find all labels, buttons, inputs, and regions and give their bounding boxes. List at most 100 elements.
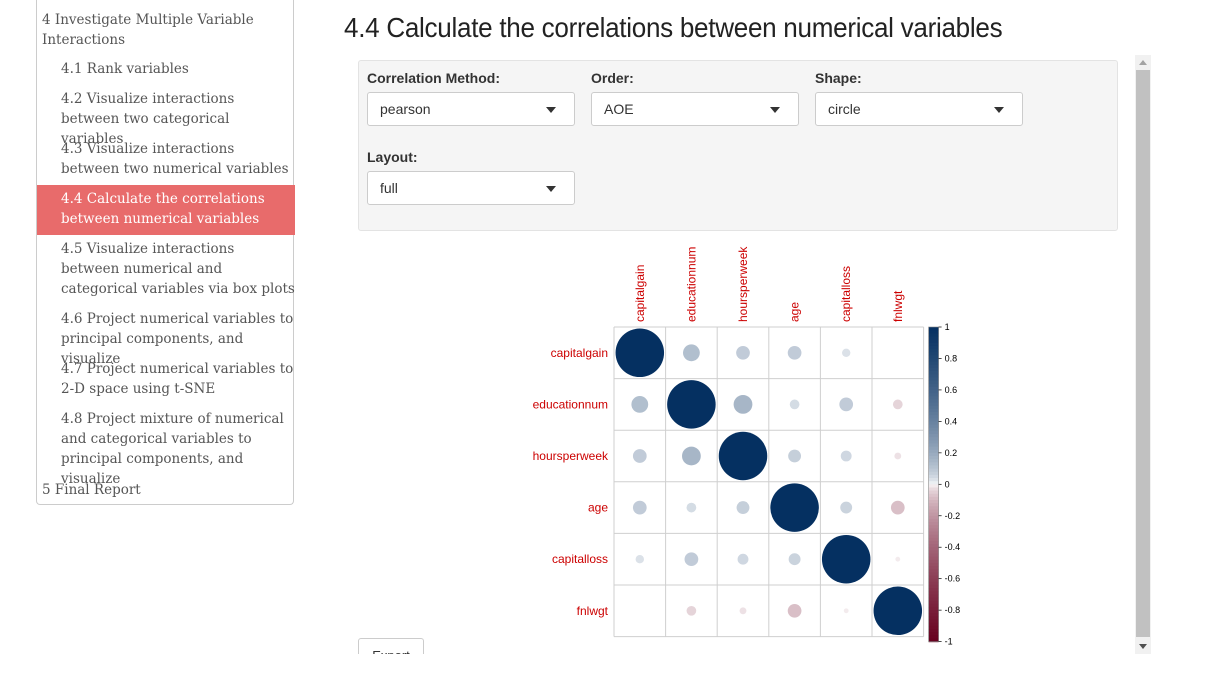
colorbar-segment: [928, 575, 939, 580]
shape-select[interactable]: circle: [815, 92, 1023, 126]
colorbar-segment: [928, 487, 939, 492]
colorbar-segment: [928, 588, 939, 592]
order-label: Order:: [591, 70, 634, 86]
colorbar-segment: [928, 465, 939, 470]
corr-circle-age-educationnum: [686, 502, 697, 513]
colorbar-segment: [928, 638, 939, 643]
colorbar-segment: [928, 327, 939, 331]
column-label-capitalgain: capitalgain: [633, 265, 647, 322]
toc-item-4-8[interactable]: 4.8 Project mixture of numerical and cat…: [61, 411, 284, 487]
row-label-capitalgain: capitalgain: [551, 346, 608, 360]
corr-circle-educationnum-capitalloss: [839, 397, 854, 412]
colorbar-segment: [928, 591, 939, 596]
colorbar-segment: [928, 333, 939, 338]
colorbar-segment: [928, 358, 939, 363]
colorbar-segment: [928, 402, 939, 407]
colorbar-segment: [928, 515, 939, 520]
method-value: pearson: [380, 101, 431, 117]
colorbar-segment: [928, 374, 939, 378]
colorbar-segment: [928, 606, 939, 611]
colorbar-segment: [928, 440, 939, 445]
colorbar-segment: [928, 389, 939, 394]
corr-circle-capitalgain-age: [787, 345, 802, 360]
corr-circle-age-age: [770, 483, 819, 532]
corr-circle-capitalloss-capitalgain: [635, 554, 645, 564]
colorbar-segment: [928, 500, 939, 504]
colorbar-segment: [928, 421, 939, 426]
colorbar-segment: [928, 424, 939, 429]
colorbar-segment: [928, 427, 939, 432]
row-label-fnlwgt: fnlwgt: [577, 604, 609, 618]
shape-label: Shape:: [815, 70, 862, 86]
corr-circle-hoursperweek-age: [788, 449, 802, 463]
toc-item-4-3[interactable]: 4.3 Visualize interactions between two n…: [61, 141, 289, 177]
corr-circle-capitalloss-age: [788, 553, 801, 566]
scrollbar-thumb[interactable]: [1136, 70, 1150, 637]
colorbar-segment: [928, 493, 939, 498]
corr-circle-age-capitalgain: [632, 500, 647, 515]
corr-circle-capitalloss-fnlwgt: [895, 556, 901, 562]
colorbar-segment: [928, 525, 939, 529]
colorbar-tick-label: 0: [945, 479, 950, 489]
page-title: 4.4 Calculate the correlations between n…: [344, 12, 1003, 43]
corr-circle-capitalloss-educationnum: [684, 552, 699, 567]
colorbar-segment: [928, 339, 939, 344]
toc-item-4-5[interactable]: 4.5 Visualize interactions between numer…: [61, 241, 295, 297]
colorbar-segment: [928, 544, 939, 548]
colorbar-segment: [928, 553, 939, 558]
toc-item-4-6[interactable]: 4.6 Project numerical variables to princ…: [61, 311, 294, 367]
colorbar-segment: [928, 452, 939, 457]
colorbar-segment: [928, 635, 939, 640]
toc-item-4-7[interactable]: 4.7 Project numerical variables to 2-D s…: [61, 361, 294, 397]
corr-circle-capitalgain-capitalgain: [615, 328, 665, 378]
colorbar-segment: [928, 622, 939, 627]
controls-panel: Correlation Method: pearson Order: AOE S…: [358, 60, 1118, 231]
scroll-up-arrow-icon[interactable]: [1139, 60, 1147, 65]
corr-circle-hoursperweek-educationnum: [682, 446, 701, 466]
colorbar-segment: [928, 509, 939, 514]
colorbar-segment: [928, 330, 939, 334]
colorbar-segment: [928, 446, 939, 451]
toc-item-4-1[interactable]: 4.1 Rank variables: [61, 61, 189, 77]
corr-circle-fnlwgt-hoursperweek: [739, 607, 747, 615]
order-select[interactable]: AOE: [591, 92, 799, 126]
colorbar-segment: [928, 540, 939, 545]
corr-circle-capitalgain-educationnum: [682, 344, 700, 362]
colorbar-segment: [928, 393, 939, 397]
colorbar-segment: [928, 562, 939, 567]
toc-item-4-2[interactable]: 4.2 Visualize interactions between two c…: [61, 91, 235, 147]
colorbar-tick-label: -0.8: [945, 605, 961, 615]
colorbar-segment: [928, 411, 939, 416]
colorbar-segment: [928, 522, 939, 526]
colorbar-segment: [928, 534, 939, 539]
corr-circle-capitalgain-capitalloss: [841, 348, 851, 358]
colorbar-tick-label: -0.4: [945, 542, 961, 552]
vertical-scrollbar[interactable]: [1135, 55, 1151, 654]
colorbar-segment: [928, 584, 939, 589]
colorbar-segment: [928, 364, 939, 369]
corr-circle-hoursperweek-fnlwgt: [894, 452, 902, 460]
toc-item-4-investigate[interactable]: 4 Investigate Multiple Variable Interact…: [42, 12, 254, 48]
scroll-down-arrow-icon[interactable]: [1139, 644, 1147, 649]
corr-circle-fnlwgt-capitalloss: [843, 608, 849, 614]
corr-circle-educationnum-age: [789, 399, 800, 410]
colorbar-segment: [928, 559, 939, 564]
colorbar-segment: [928, 462, 939, 467]
corr-circle-age-capitalloss: [840, 501, 853, 514]
colorbar-segment: [928, 361, 939, 366]
toc-item-5-final-report[interactable]: 5 Final Report: [42, 482, 141, 498]
colorbar-segment: [928, 518, 939, 523]
colorbar-segment: [928, 496, 939, 501]
method-select[interactable]: pearson: [367, 92, 575, 126]
colorbar-segment: [928, 371, 939, 375]
toc-item-4-4[interactable]: 4.4 Calculate the correlations between n…: [37, 185, 295, 235]
colorbar-segment: [928, 433, 939, 438]
colorbar-segment: [928, 547, 939, 551]
colorbar-segment: [928, 383, 939, 388]
table-of-contents: 4 Investigate Multiple Variable Interact…: [36, 0, 295, 505]
layout-select[interactable]: full: [367, 171, 575, 205]
colorbar-segment: [928, 550, 939, 555]
corr-circle-hoursperweek-capitalloss: [840, 450, 852, 462]
colorbar-segment: [928, 506, 939, 511]
colorbar-segment: [928, 556, 939, 561]
